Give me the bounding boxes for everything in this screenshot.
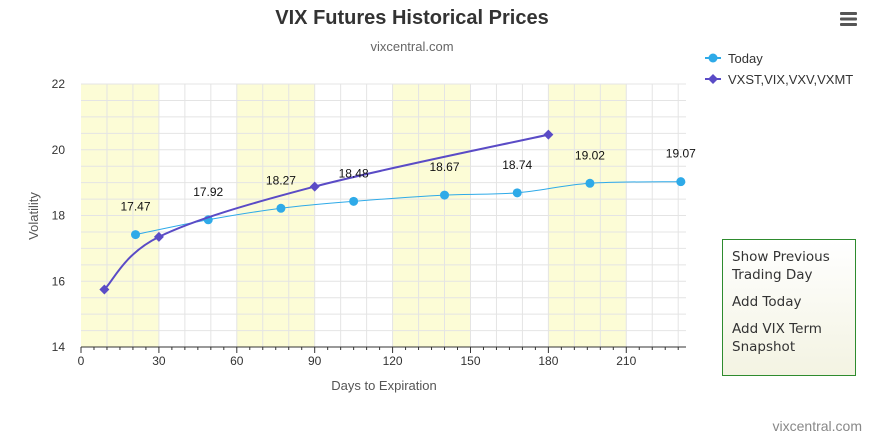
legend-marker-circle (708, 53, 718, 63)
axes: 0 30 60 90 120 150 180 210 14 16 18 20 22 (52, 77, 686, 368)
menu-item-add-today[interactable]: Add Today (732, 294, 802, 310)
data-label: 19.07 (666, 147, 696, 161)
data-point-diamond[interactable] (99, 284, 110, 295)
menu-item-show-previous-trading-day[interactable]: Show Previous Trading Day (732, 249, 830, 283)
chart-title: VIX Futures Historical Prices (275, 7, 548, 29)
y-axis-title: Volatility (26, 192, 41, 240)
data-point-circle[interactable] (585, 178, 595, 188)
x-tick-label: 210 (616, 354, 636, 368)
y-tick-label: 14 (52, 340, 66, 354)
grid-lines (81, 83, 686, 347)
data-label: 18.74 (502, 158, 532, 172)
series-line-1 (103, 133, 549, 291)
x-tick-label: 120 (383, 354, 403, 368)
y-tick-label: 18 (52, 209, 66, 223)
data-point-circle[interactable] (276, 203, 286, 213)
menu-item-add-vix-term-snapshot[interactable]: Add VIX Term Snapshot (732, 321, 822, 355)
series-layer (99, 129, 686, 295)
legend-marker-diamond (708, 74, 718, 84)
data-point-diamond[interactable] (543, 129, 554, 140)
legend-label-1[interactable]: VXST,VIX,VXV,VXMT (728, 72, 853, 87)
y-tick-label: 22 (52, 77, 66, 91)
data-point-circle[interactable] (349, 196, 359, 206)
legend: Today VXST,VIX,VXV,VXMT (705, 51, 853, 87)
data-label: 19.02 (575, 148, 605, 162)
x-tick-label: 180 (538, 354, 558, 368)
credit-link[interactable]: vixcentral.com (773, 418, 862, 434)
x-tick-label: 150 (460, 354, 480, 368)
data-label: 17.47 (121, 200, 151, 214)
data-label: 17.92 (193, 185, 223, 199)
x-axis-title: Days to Expiration (331, 378, 437, 393)
y-tick-label: 20 (52, 143, 66, 157)
y-tick-label: 16 (52, 274, 66, 288)
legend-label-0[interactable]: Today (728, 51, 763, 66)
data-label: 18.67 (430, 160, 460, 174)
data-point-diamond[interactable] (309, 181, 320, 192)
chart-subtitle: vixcentral.com (370, 39, 453, 54)
hamburger-menu-icon[interactable] (838, 10, 858, 30)
x-tick-label: 90 (308, 354, 322, 368)
data-label: 18.48 (339, 166, 369, 180)
data-point-circle[interactable] (512, 188, 522, 198)
data-point-circle[interactable] (676, 177, 686, 187)
x-tick-label: 0 (78, 354, 85, 368)
data-point-diamond[interactable] (153, 231, 164, 242)
data-labels: 17.47 17.92 18.27 18.48 18.67 18.74 19.02 19.07 (121, 147, 697, 214)
x-tick-label: 30 (152, 354, 166, 368)
x-tick-label: 60 (230, 354, 244, 368)
data-label: 18.27 (266, 173, 296, 187)
data-point-circle[interactable] (440, 190, 450, 200)
data-point-circle[interactable] (131, 230, 141, 240)
export-menu: Show Previous Trading Day Add Today Add … (722, 239, 856, 376)
